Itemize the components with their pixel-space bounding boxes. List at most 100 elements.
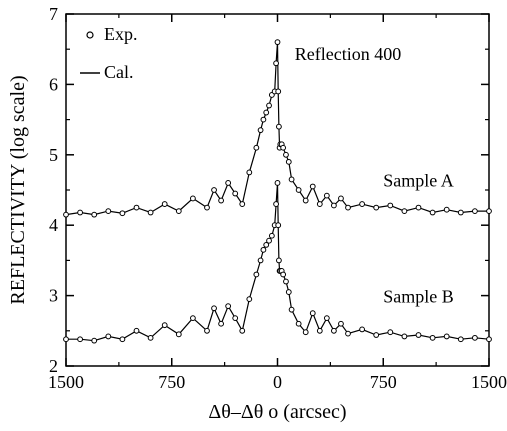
data-point: [373, 332, 380, 338]
data-point: [285, 158, 292, 165]
data-point: [486, 208, 492, 215]
data-point: [133, 204, 140, 211]
x-tick-label: 750: [370, 372, 397, 392]
data-point: [260, 246, 267, 253]
data-point: [283, 151, 289, 158]
data-point: [63, 211, 69, 218]
data-point: [204, 204, 210, 211]
data-point: [91, 337, 98, 344]
data-point: [175, 208, 182, 215]
data-point: [239, 327, 246, 334]
data-point: [133, 327, 140, 334]
data-point: [119, 336, 126, 343]
data-point: [288, 176, 295, 183]
data-point: [266, 237, 272, 244]
data-point: [257, 127, 264, 134]
x-axis-label: Δθ–Δθ o (arcsec): [208, 401, 346, 423]
data-point: [359, 201, 366, 207]
data-point: [285, 289, 292, 295]
data-point: [486, 336, 492, 343]
y-tick-label: 6: [49, 74, 58, 94]
data-point: [266, 102, 272, 109]
data-point: [316, 201, 323, 207]
data-point: [105, 208, 112, 215]
y-tick-label: 7: [49, 4, 58, 24]
data-point: [280, 271, 287, 278]
data-point: [275, 88, 282, 95]
data-point: [260, 116, 267, 123]
data-point: [246, 169, 253, 176]
data-point: [77, 209, 83, 216]
data-point: [338, 195, 344, 202]
data-point: [211, 305, 217, 312]
data-point: [274, 39, 281, 46]
data-point: [161, 322, 168, 329]
data-point: [225, 180, 232, 186]
y-tick-label: 5: [49, 145, 58, 165]
data-point: [105, 333, 112, 340]
data-point: [401, 333, 408, 340]
data-point: [280, 144, 287, 151]
data-point: [331, 327, 337, 334]
data-point: [429, 209, 436, 216]
series-layer: [63, 39, 492, 344]
y-tick-label: 2: [49, 356, 58, 376]
data-point: [295, 320, 302, 327]
data-point: [443, 333, 450, 340]
data-point: [415, 332, 422, 338]
data-point: [253, 271, 260, 278]
data-point: [274, 180, 281, 186]
data-point: [263, 242, 270, 248]
data-point: [295, 187, 302, 193]
annotation: Reflection 400: [295, 44, 401, 64]
data-point: [387, 202, 394, 209]
data-point: [147, 334, 154, 341]
data-point: [359, 326, 366, 333]
data-point: [204, 327, 210, 334]
data-point: [443, 206, 450, 213]
data-point: [268, 232, 275, 239]
data-point: [147, 209, 154, 216]
x-tick-label: 0: [273, 372, 282, 392]
data-point: [457, 209, 464, 216]
data-point: [472, 334, 478, 341]
y-axis: 2 3 4 5 6 7: [49, 4, 489, 376]
data-point: [331, 202, 337, 209]
data-point: [429, 334, 436, 341]
legend: Exp. Cal.: [80, 24, 138, 82]
data-point: [415, 204, 422, 211]
data-point: [246, 296, 253, 303]
data-point: [225, 303, 232, 310]
data-point: [119, 210, 126, 217]
data-point: [276, 123, 282, 130]
x-tick-label: 750: [158, 372, 185, 392]
data-point: [309, 183, 316, 190]
annotation: Sample B: [383, 287, 454, 307]
y-tick-label: 3: [49, 286, 58, 306]
data-point: [175, 331, 182, 338]
data-point: [316, 327, 323, 334]
data-point: [190, 195, 196, 202]
data-point: [345, 330, 351, 337]
data-point: [218, 197, 225, 204]
data-point: [161, 201, 168, 207]
data-point: [283, 278, 289, 285]
series-sample-b: [63, 180, 492, 344]
data-point: [190, 315, 196, 322]
data-point: [288, 306, 295, 313]
y-axis-label: REFLECTIVITY (log scale): [7, 75, 29, 304]
data-point: [273, 201, 279, 207]
data-point: [91, 211, 98, 218]
data-point: [275, 222, 282, 229]
data-point: [276, 257, 282, 264]
x-axis: 1500 750 0 750 1500: [48, 14, 507, 392]
data-point: [457, 336, 464, 343]
data-point: [63, 336, 69, 343]
data-point: [218, 320, 225, 327]
data-point: [323, 192, 330, 199]
data-point: [232, 190, 239, 197]
data-point: [302, 329, 309, 336]
data-point: [232, 315, 239, 322]
legend-label: Cal.: [104, 62, 134, 82]
data-point: [302, 197, 309, 204]
